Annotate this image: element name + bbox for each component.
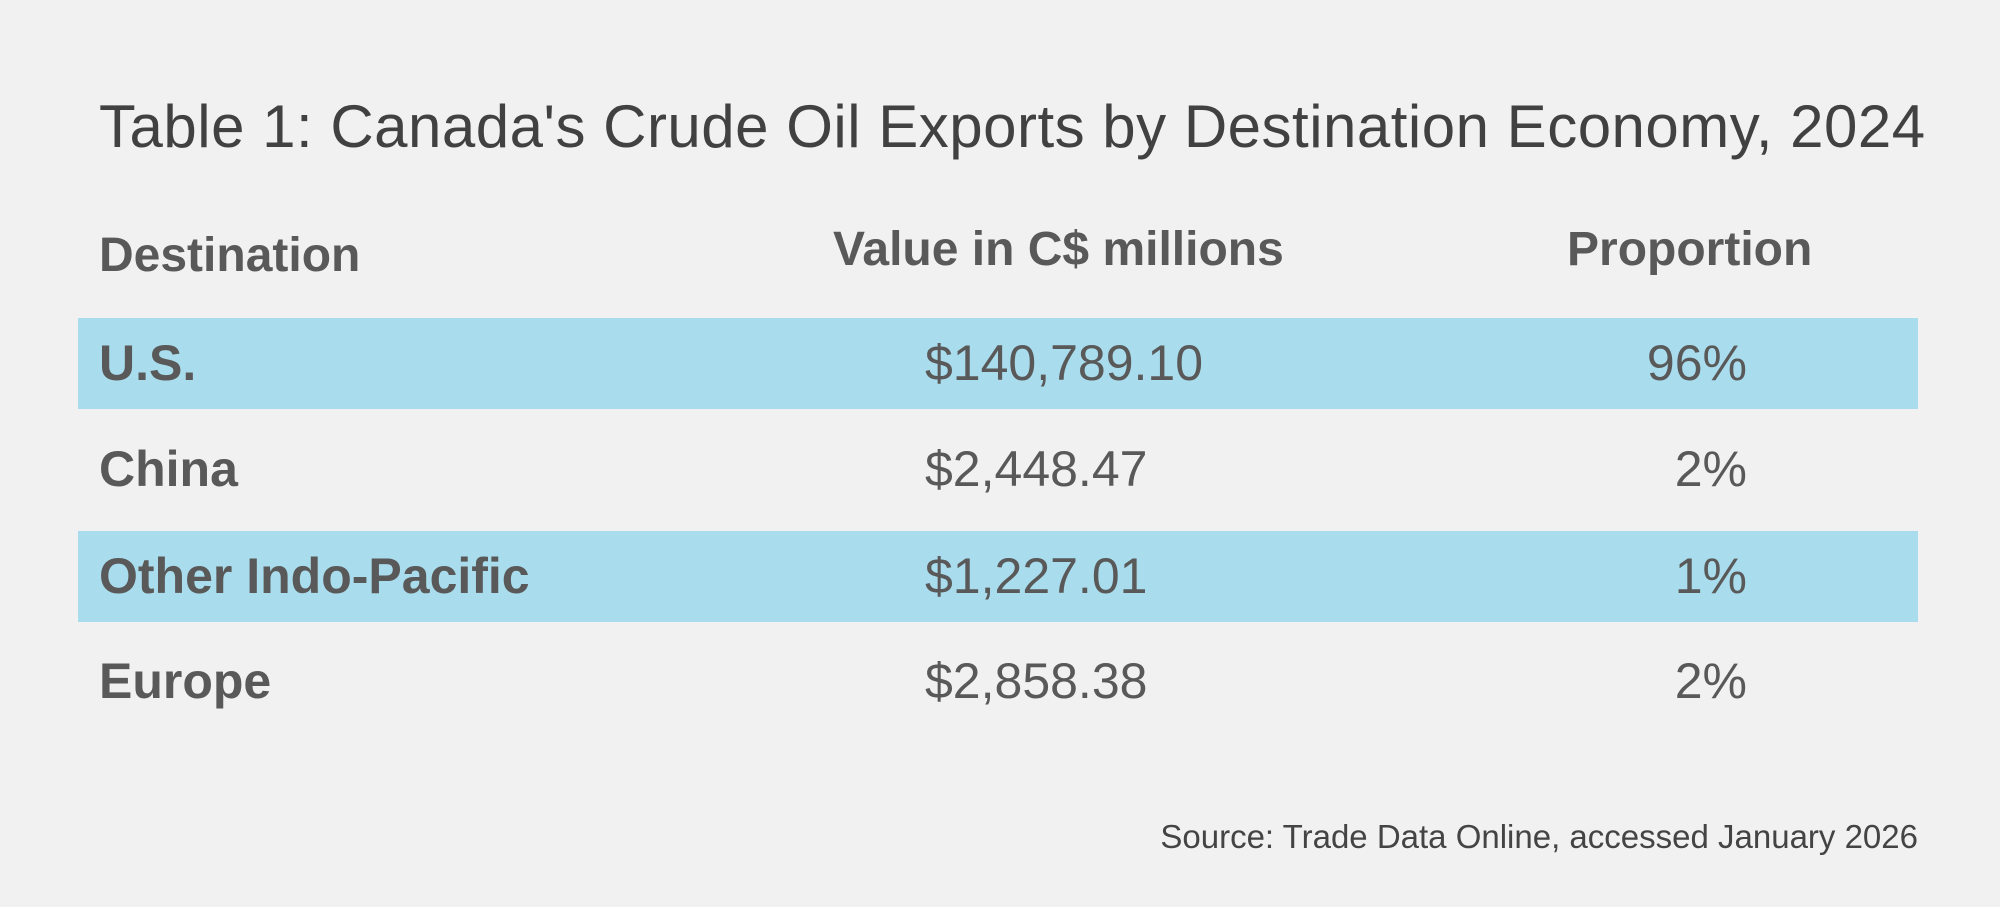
cell-value: $1,227.01 [925,548,1148,604]
cell-destination: Other Indo-Pacific [99,548,530,604]
table-row: China $2,448.47 2% [78,424,1918,515]
cell-destination: U.S. [99,335,197,391]
table-row: U.S. $140,789.10 96% [78,318,1918,409]
cell-value: $140,789.10 [925,335,1204,391]
cell-proportion: 1% [1674,548,1747,604]
source-note: Source: Trade Data Online, accessed Janu… [1160,818,1918,855]
column-header-value: Value in C$ millions [833,223,1284,276]
cell-proportion: 96% [1646,335,1747,391]
cell-destination: China [99,441,238,497]
table-row: Europe $2,858.38 2% [78,636,1918,727]
cell-value: $2,448.47 [925,441,1148,497]
cell-value: $2,858.38 [925,653,1148,709]
cell-destination: Europe [99,653,272,709]
cell-proportion: 2% [1674,441,1747,497]
column-header-proportion: Proportion [1567,223,1813,276]
column-header-destination: Destination [99,229,361,282]
table-row: Other Indo-Pacific $1,227.01 1% [78,531,1918,622]
cell-proportion: 2% [1674,653,1747,709]
table-title: Table 1: Canada's Crude Oil Exports by D… [99,93,1926,160]
